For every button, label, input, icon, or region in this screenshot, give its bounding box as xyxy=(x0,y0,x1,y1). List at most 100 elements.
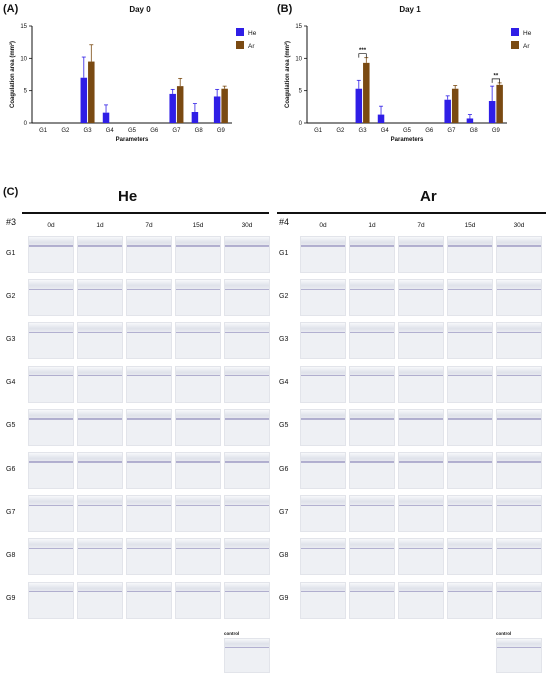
legend-swatch xyxy=(236,28,244,36)
epidermis-edge xyxy=(127,418,171,420)
tissue-band xyxy=(497,409,541,419)
tissue-band xyxy=(448,539,492,549)
tissue-band xyxy=(350,496,394,506)
epidermis-edge xyxy=(225,646,269,649)
y-tick-label: 10 xyxy=(20,56,27,62)
epidermis-edge xyxy=(176,461,220,463)
epidermis-edge xyxy=(350,547,394,550)
histology-tile xyxy=(398,365,444,403)
y-axis-title: Coagulation area (mm²) xyxy=(284,41,291,108)
histology-tile xyxy=(126,452,172,489)
x-tick-label: G4 xyxy=(106,128,115,134)
x-tick-label: G7 xyxy=(447,128,456,134)
histology-tile xyxy=(496,495,542,533)
x-tick-label: G2 xyxy=(336,128,345,134)
legend-label: Ar xyxy=(523,43,530,50)
histology-tile xyxy=(77,495,123,533)
histology-tile xyxy=(175,365,221,403)
epidermis-edge xyxy=(497,288,541,291)
legend-label: He xyxy=(248,30,257,37)
significance-bracket xyxy=(491,78,500,83)
epidermis-edge xyxy=(225,418,269,420)
tissue-band xyxy=(399,496,443,506)
tissue-band xyxy=(301,280,345,290)
x-tick-label: G8 xyxy=(470,128,479,134)
epidermis-edge xyxy=(399,461,443,463)
histology-tile xyxy=(300,452,346,489)
epidermis-edge xyxy=(225,374,269,377)
x-tick-label: G3 xyxy=(359,128,368,134)
tissue-band xyxy=(78,496,122,506)
row-label-g1: G1 xyxy=(6,249,16,257)
x-tick-label: G8 xyxy=(195,128,204,134)
column-label-0d: 0d xyxy=(47,222,55,229)
bar xyxy=(221,88,228,123)
x-tick-label: G1 xyxy=(39,128,48,134)
histology-tile xyxy=(349,408,395,446)
tissue-band xyxy=(301,237,345,247)
histology-tile xyxy=(175,495,221,533)
ar-sample-id: #4 xyxy=(279,217,290,227)
epidermis-edge xyxy=(448,418,492,420)
epidermis-edge xyxy=(176,331,220,334)
epidermis-edge xyxy=(301,374,345,377)
tissue-band xyxy=(78,237,122,247)
histology-tile xyxy=(224,538,270,576)
ar-divider xyxy=(277,212,546,214)
histology-tile xyxy=(398,279,444,317)
y-tick-label: 5 xyxy=(299,89,303,95)
tissue-band xyxy=(301,582,345,592)
tissue-band xyxy=(301,366,345,376)
bar xyxy=(363,62,370,123)
he-sample-id: #3 xyxy=(6,217,17,227)
histology-tile xyxy=(447,495,493,533)
histology-tile xyxy=(496,322,542,360)
epidermis-edge xyxy=(301,461,345,463)
histology-tile xyxy=(224,408,270,446)
tissue-band xyxy=(350,453,394,463)
column-label-1d: 1d xyxy=(368,222,376,229)
histology-tile xyxy=(175,236,221,273)
histology-tile xyxy=(175,452,221,489)
histology-tile xyxy=(447,365,493,403)
row-label-g6: G6 xyxy=(6,465,16,473)
bar xyxy=(377,114,385,123)
bar xyxy=(213,96,221,123)
panel-c-label: (C) xyxy=(3,186,19,198)
histology-tile xyxy=(28,236,74,273)
histology-tile xyxy=(496,581,542,619)
column-label-7d: 7d xyxy=(145,222,153,229)
epidermis-edge xyxy=(448,331,492,334)
y-tick-label: 15 xyxy=(20,24,27,30)
tissue-band xyxy=(350,366,394,376)
tissue-band xyxy=(448,496,492,506)
tissue-band xyxy=(399,453,443,463)
histology-tile xyxy=(300,538,346,576)
epidermis-edge xyxy=(350,418,394,420)
tissue-band xyxy=(225,237,269,247)
y-tick-label: 10 xyxy=(295,56,302,62)
histology-tile xyxy=(126,408,172,446)
histology-tile xyxy=(28,495,74,533)
epidermis-edge xyxy=(399,590,443,593)
epidermis-edge xyxy=(448,547,492,550)
column-label-1d: 1d xyxy=(96,222,104,229)
histology-tile xyxy=(28,365,74,403)
epidermis-edge xyxy=(497,418,541,420)
histology-tile xyxy=(496,236,542,273)
epidermis-edge xyxy=(301,590,345,593)
row-label-g7: G7 xyxy=(279,508,289,516)
tissue-band xyxy=(29,366,73,376)
tissue-band xyxy=(497,582,541,592)
tissue-band xyxy=(350,539,394,549)
bar xyxy=(466,118,474,123)
tissue-band xyxy=(78,323,122,333)
tissue-band xyxy=(399,409,443,419)
epidermis-edge xyxy=(350,245,394,247)
epidermis-edge xyxy=(176,590,220,593)
legend-swatch xyxy=(511,28,519,36)
row-label-g2: G2 xyxy=(279,292,289,300)
epidermis-edge xyxy=(497,374,541,377)
x-axis-title: Parameters xyxy=(391,137,424,143)
chart-b-title: Day 1 xyxy=(399,5,421,14)
